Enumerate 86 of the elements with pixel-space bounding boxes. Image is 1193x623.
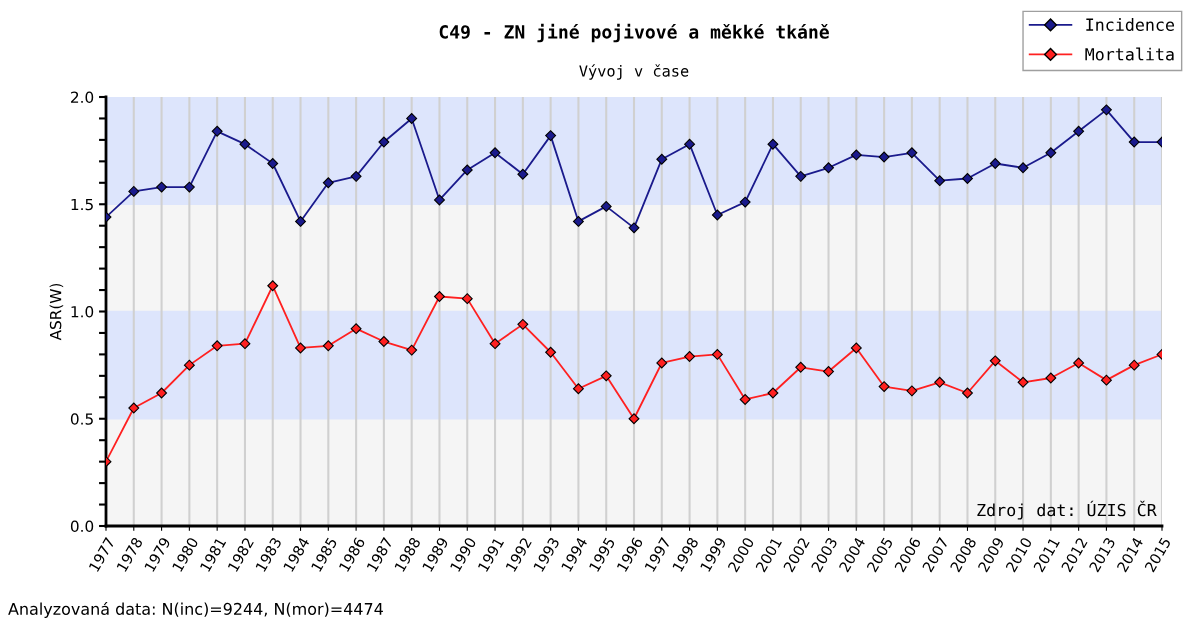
point [767,387,779,399]
point [545,130,557,142]
point [572,215,584,227]
point [406,112,418,124]
point [461,293,473,305]
point [795,361,807,373]
y-tick-label: 0.0 [70,520,94,533]
point [489,338,501,350]
point [128,185,140,197]
point [934,175,946,187]
point [1128,359,1140,371]
chart-title: C49 - ZN jiné pojivové a měkké tkáně [439,23,829,43]
point [295,342,306,354]
y-tick-label: 0.5 [70,413,93,425]
point [1128,136,1140,148]
point [850,149,862,161]
point [1073,357,1085,369]
point [239,138,251,150]
point [378,336,390,347]
point [1045,147,1057,159]
point [1017,376,1029,388]
point [322,177,334,189]
point [267,158,279,169]
point [684,351,696,363]
point [517,168,529,180]
point [322,340,334,352]
point [461,164,473,176]
y-tick-label: 1.5 [71,198,93,211]
point [767,138,779,150]
point [628,413,640,425]
point [962,173,973,184]
point [350,170,362,182]
point [739,393,751,405]
point [156,181,168,193]
point [517,318,529,330]
point [572,383,584,395]
point [156,387,168,399]
point [434,291,445,302]
point [211,125,223,137]
point [989,355,1001,367]
point [128,402,140,414]
point [739,196,751,208]
point [684,138,696,150]
point [434,194,445,206]
point [934,376,946,388]
point [600,370,612,382]
point [906,147,918,159]
legend-label: Incidence [1086,18,1175,31]
point [600,200,612,212]
point [239,338,251,350]
point [295,215,306,227]
point [406,344,418,356]
point [711,348,723,360]
point [656,357,668,369]
chart-subtitle: Vývoj v čase [579,64,689,80]
point [183,181,195,193]
point [378,136,390,148]
point [906,385,918,397]
point [1100,104,1112,116]
point [823,366,834,378]
point [795,170,807,182]
point [489,147,501,159]
point [989,158,1001,169]
point [211,340,223,352]
point [1017,162,1029,174]
point [1100,374,1112,386]
point [628,222,640,234]
legend-label: Mortalita [1085,47,1174,61]
point [545,346,557,358]
point [1073,125,1085,137]
point [823,162,834,174]
y-tick-label: 2.0 [71,91,94,104]
point [878,381,890,393]
point [878,151,890,163]
annotation: Zdroj dat: ÚZIS ČR [977,500,1157,520]
point [267,280,279,292]
point [850,342,862,354]
point [656,153,668,165]
point [962,387,973,399]
point [711,209,723,221]
point [350,323,362,335]
point [1045,372,1057,384]
y-axis-title: ASR(W) [49,283,64,341]
text: Analyzovaná data: N(inc)=9244, N(mor)=4474 [8,601,383,619]
point [183,359,195,371]
y-tick-label: 1.0 [71,305,94,318]
